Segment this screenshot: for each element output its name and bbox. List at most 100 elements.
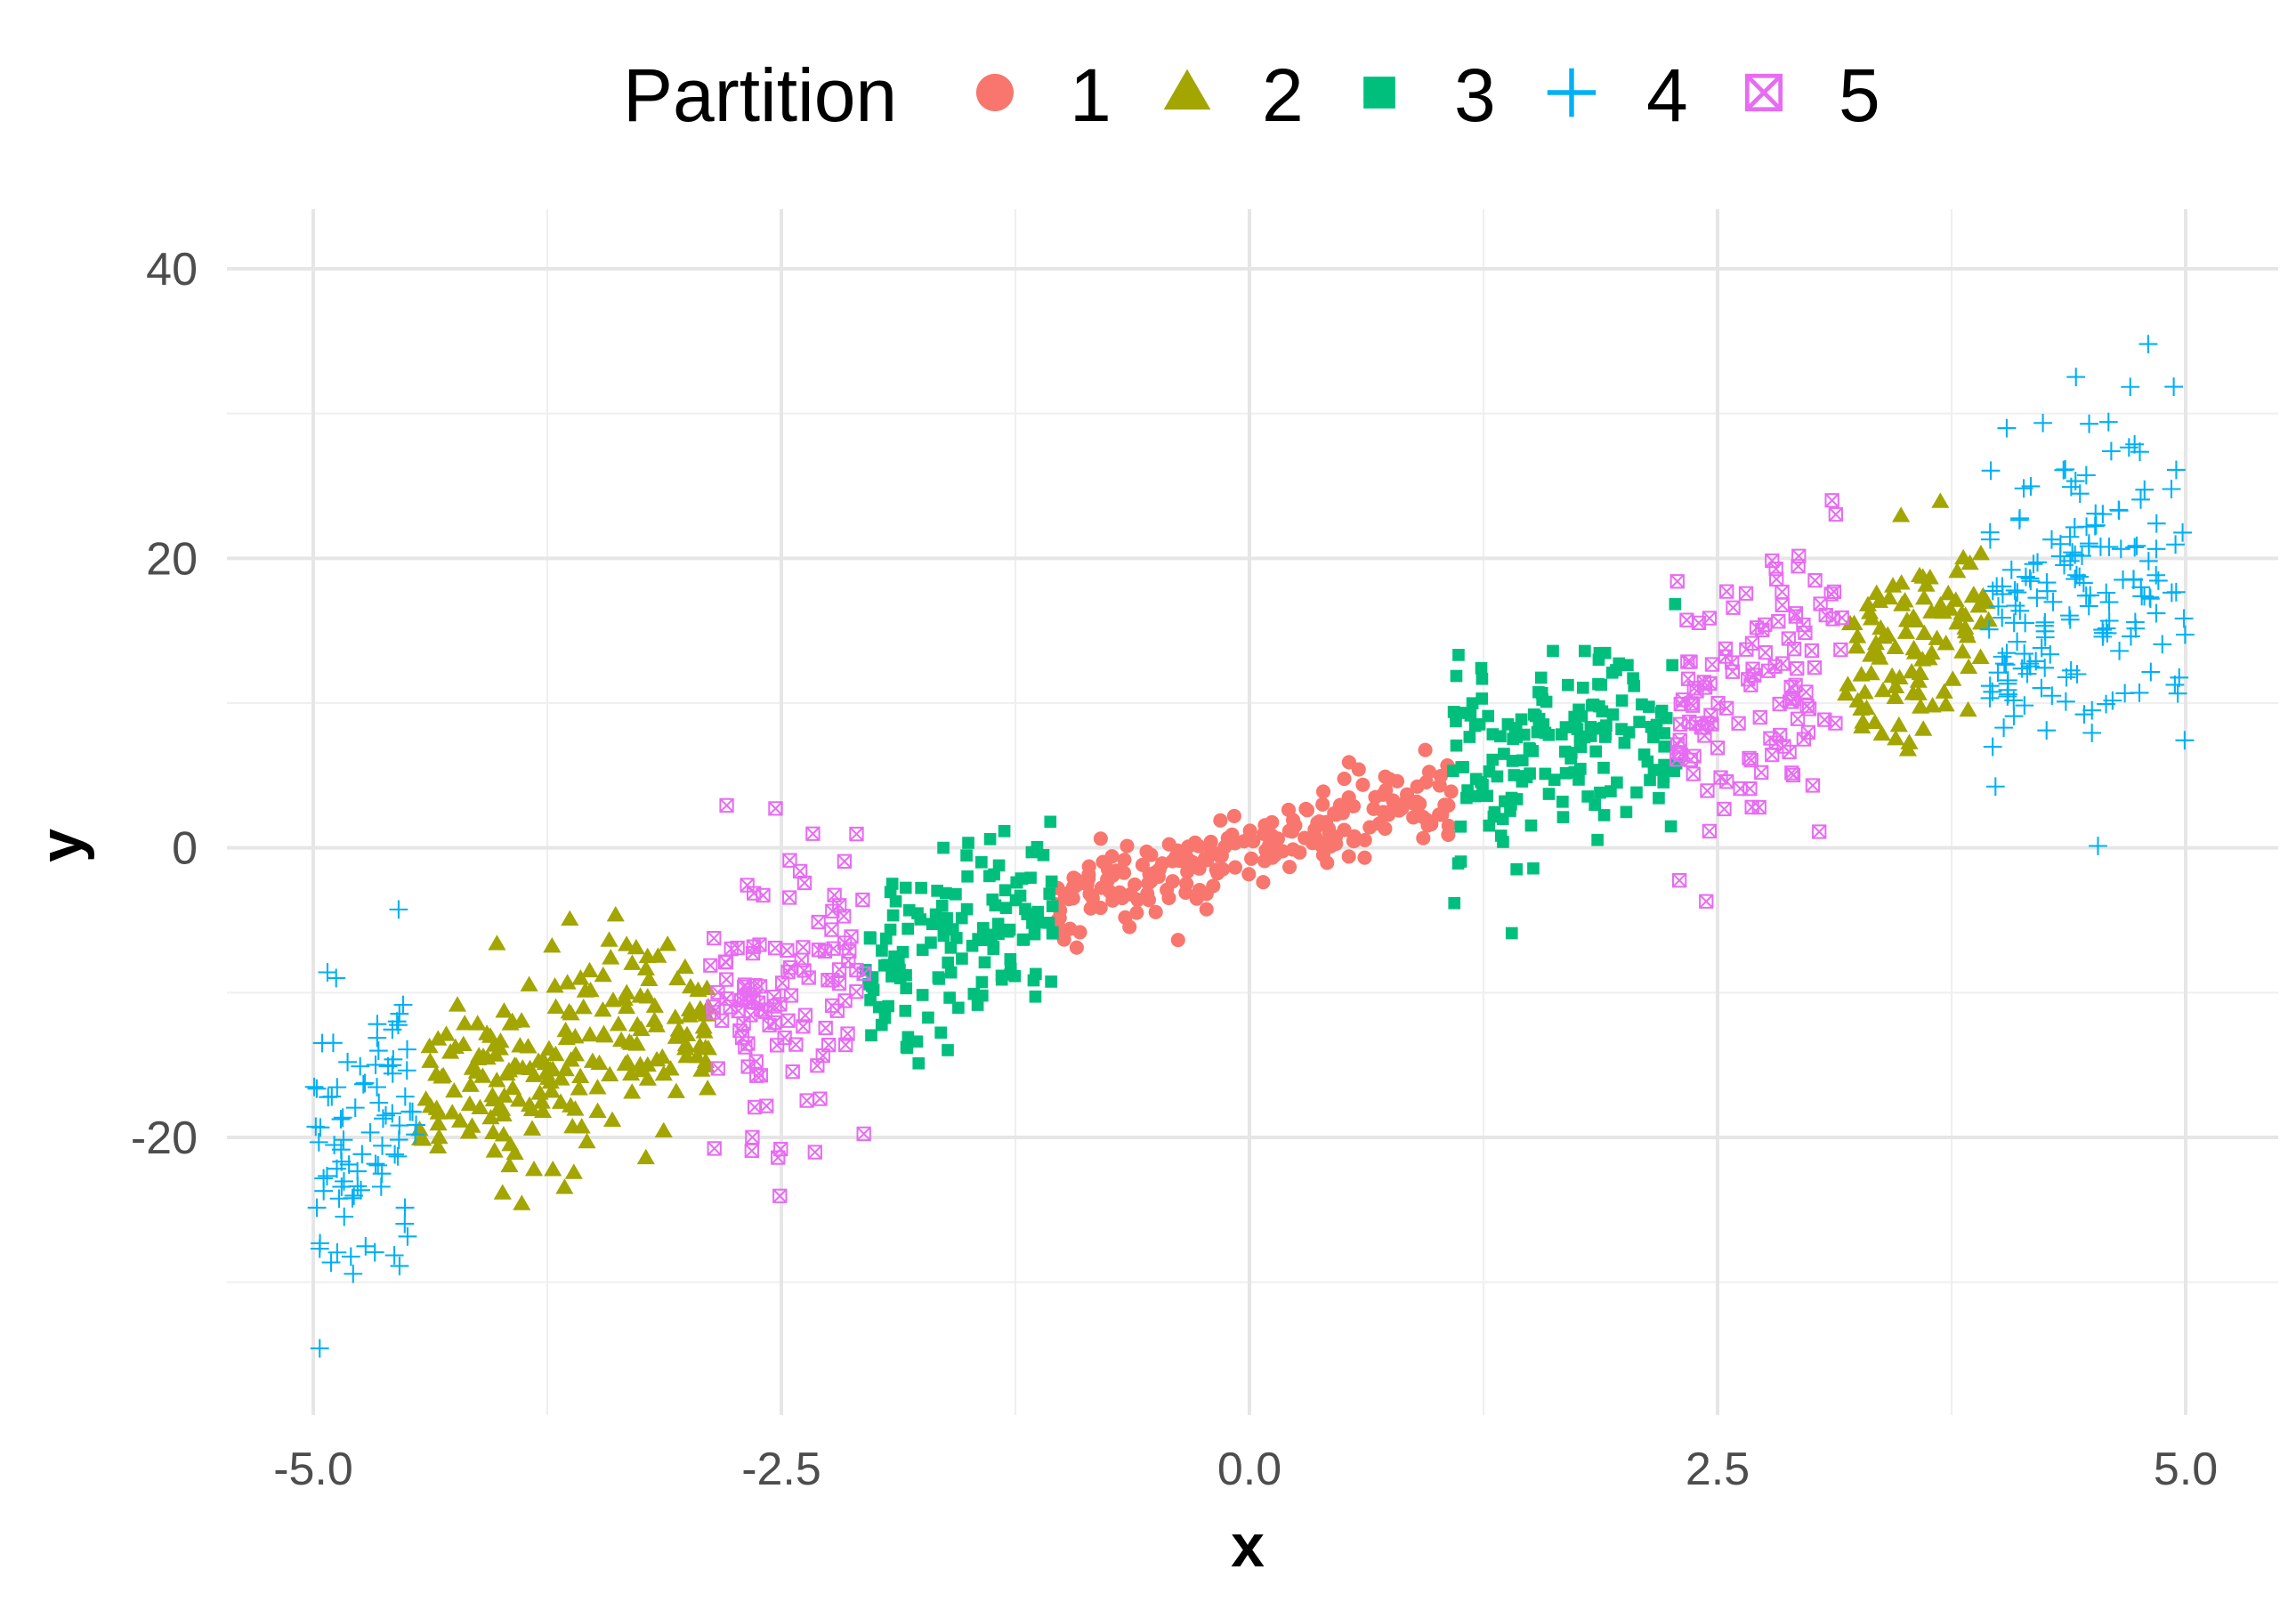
data-point: [1355, 777, 1370, 792]
data-point: [899, 881, 912, 894]
data-point: [1192, 882, 1208, 898]
data-point: [456, 1015, 474, 1031]
data-point: [2017, 567, 2035, 587]
data-point: [1622, 725, 1636, 739]
data-point: [2109, 501, 2129, 521]
data-point: [937, 841, 950, 854]
data-point: [1597, 809, 1611, 821]
data-point: [556, 1021, 575, 1038]
data-point: [1501, 718, 1515, 731]
data-point: [1883, 667, 1902, 684]
data-point: [348, 1177, 368, 1196]
data-point: [1322, 821, 1337, 837]
data-point: [2043, 592, 2063, 611]
data-point: [2167, 460, 2186, 480]
data-point: [666, 1008, 684, 1024]
data-point: [445, 1081, 464, 1098]
y-axis-label: y: [28, 829, 95, 862]
data-point: [777, 1030, 792, 1046]
data-point: [1768, 735, 1784, 750]
data-point: [338, 1052, 357, 1072]
data-point: [1093, 901, 1108, 916]
data-point: [468, 1015, 487, 1031]
data-point: [748, 1099, 763, 1115]
data-point: [353, 1074, 373, 1094]
data-point: [429, 1114, 448, 1131]
data-point: [1148, 904, 1163, 919]
data-point: [1725, 664, 1741, 679]
data-point: [1443, 784, 1459, 799]
x-tick-label: 0.0: [1217, 1444, 1281, 1495]
data-point: [1833, 642, 1848, 658]
data-point: [1848, 692, 1867, 708]
data-point: [314, 1181, 334, 1201]
data-point: [745, 1129, 760, 1145]
data-point: [1572, 773, 1585, 786]
data-point: [344, 1264, 363, 1283]
data-point: [827, 887, 842, 902]
data-point: [762, 1017, 777, 1033]
data-point: [1183, 858, 1198, 873]
data-point: [1587, 698, 1600, 711]
data-point: [2074, 705, 2094, 724]
data-point: [2148, 571, 2168, 590]
data-point: [1981, 461, 2001, 481]
data-point: [740, 1059, 756, 1074]
data-point: [2138, 552, 2158, 570]
data-point: [463, 1117, 481, 1133]
data-point: [1953, 643, 1972, 659]
data-point: [799, 1093, 814, 1108]
data-point: [2098, 412, 2118, 432]
data-point: [1914, 720, 1933, 736]
legend-entry-4: 4: [1547, 53, 1688, 137]
data-point: [1959, 700, 1977, 717]
data-point: [1416, 830, 1431, 846]
data-point: [1170, 843, 1185, 858]
data-point: [595, 1027, 614, 1043]
data-point: [1664, 820, 1678, 833]
data-point: [1686, 766, 1701, 781]
data-point: [783, 959, 798, 975]
legend-label: 3: [1454, 53, 1496, 137]
data-point: [327, 968, 346, 988]
data-point: [594, 966, 612, 983]
data-point: [1854, 713, 1872, 729]
data-point: [1589, 745, 1603, 758]
data-point: [1578, 644, 1591, 658]
data-point: [796, 1019, 811, 1034]
data-point: [950, 887, 962, 901]
data-point: [389, 1015, 408, 1035]
data-point: [831, 962, 847, 977]
data-point: [1645, 720, 1658, 733]
data-point: [901, 922, 915, 935]
data-point: [1739, 642, 1754, 657]
data-point: [838, 1037, 853, 1053]
data-point: [2153, 635, 2172, 654]
data-point: [1547, 644, 1559, 658]
data-point: [1241, 867, 1257, 882]
data-point: [368, 1156, 388, 1175]
data-point: [561, 910, 579, 926]
data-point: [1852, 700, 1871, 716]
data-point: [1072, 925, 1087, 940]
data-point: [618, 935, 636, 951]
y-tick-label: 40: [146, 244, 198, 295]
data-point: [975, 855, 988, 869]
data-point: [935, 913, 949, 926]
data-point: [2141, 662, 2161, 682]
data-point: [1699, 894, 1714, 909]
data-point: [2001, 560, 2021, 579]
data-point: [594, 1000, 612, 1017]
data-point: [901, 1031, 915, 1044]
data-point: [2146, 514, 2166, 533]
data-point: [2042, 686, 2062, 706]
data-point: [1534, 671, 1548, 684]
data-point: [1515, 713, 1528, 726]
data-point: [588, 1102, 607, 1119]
data-point: [805, 826, 821, 841]
data-point: [780, 1013, 796, 1028]
data-point: [1887, 730, 1905, 746]
data-point: [1765, 747, 1780, 763]
data-point: [971, 999, 984, 1011]
data-point: [332, 1177, 352, 1196]
